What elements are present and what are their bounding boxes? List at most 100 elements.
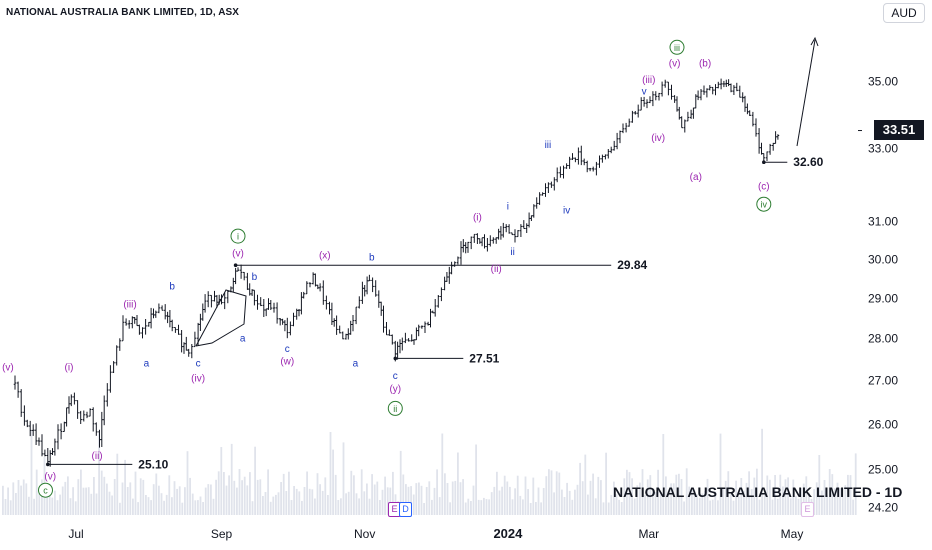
ohlc-bar: [239, 264, 243, 279]
ohlc-bar: [588, 167, 592, 172]
upcoming-earnings-event-icon[interactable]: E: [801, 502, 814, 517]
volume-bar: [545, 476, 548, 515]
volume-bar: [555, 471, 558, 515]
volume-bar: [425, 487, 428, 515]
volume-bar: [181, 502, 184, 515]
ohlc-bar: [166, 311, 169, 324]
ohlc-bar: [738, 85, 742, 98]
wave-label: i: [507, 202, 509, 213]
ohlc-bar: [302, 291, 305, 299]
volume-bar: [756, 468, 758, 515]
wave-label: c: [285, 344, 290, 355]
price-tick-label: 24.20: [868, 501, 898, 515]
ohlc-bar: [283, 320, 287, 332]
ohlc-bar: [754, 118, 758, 137]
volume-bar: [852, 499, 854, 515]
ohlc-bar: [210, 294, 213, 308]
volume-bar: [163, 500, 165, 515]
volume-bar: [568, 490, 571, 515]
volume-bar: [433, 487, 436, 515]
wave-label: iv: [563, 205, 570, 216]
ohlc-bar: [190, 344, 194, 359]
ohlc-bar: [63, 421, 66, 432]
wave-label: iii: [545, 140, 552, 151]
ohlc-bar: [250, 289, 254, 296]
ohlc-bar: [349, 320, 352, 335]
ohlc-bar: [199, 313, 202, 331]
volume-bar: [342, 442, 345, 515]
ohlc-bar: [325, 295, 328, 310]
ohlc-bar: [530, 215, 533, 221]
volume-bar: [69, 498, 72, 515]
wave-label: c: [43, 486, 48, 496]
volume-bar: [592, 473, 594, 515]
ohlc-bar: [727, 79, 730, 87]
volume-bar: [319, 484, 321, 515]
volume-bar: [233, 480, 236, 515]
ohlc-bar: [497, 228, 500, 240]
volume-bar: [20, 485, 22, 515]
ohlc-bar: [262, 299, 266, 317]
ohlc-bar: [40, 434, 44, 457]
currency-button[interactable]: AUD: [883, 3, 925, 23]
volume-bar: [7, 487, 9, 515]
wave-label: iv: [761, 200, 768, 210]
ohlc-bar: [76, 400, 79, 419]
volume-bar: [503, 475, 506, 515]
volume-bar: [155, 473, 158, 515]
volume-bar: [236, 487, 238, 515]
ohlc-bar: [341, 331, 345, 340]
volume-bar: [589, 480, 592, 515]
volume-bar: [688, 486, 691, 515]
volume-bar: [423, 503, 425, 515]
volume-bar: [64, 481, 67, 515]
volume-bar: [527, 489, 529, 515]
ohlc-bar: [385, 322, 388, 336]
volume-bar: [402, 474, 405, 515]
wave-label: (v): [2, 363, 14, 374]
ohlc-bar: [437, 295, 440, 308]
volume-bar: [384, 476, 386, 515]
ohlc-bar: [683, 119, 687, 133]
volume-bar: [514, 488, 516, 515]
ohlc-bar: [499, 226, 503, 240]
volume-bar: [649, 475, 652, 515]
volume-bar: [683, 501, 685, 515]
ohlc-bar: [456, 256, 460, 265]
ohlc-bar: [459, 241, 463, 265]
dividend-event-icon[interactable]: D: [399, 502, 412, 517]
volume-bar: [766, 475, 769, 515]
volume-bar: [80, 469, 82, 515]
ohlc-bar: [717, 81, 720, 89]
volume-bar: [95, 493, 98, 515]
volume-bar: [142, 479, 145, 515]
volume-bar: [558, 472, 561, 515]
ohlc-bar: [100, 411, 104, 447]
ohlc-bar: [248, 283, 251, 296]
ohlc-bar: [361, 281, 364, 304]
volume-bar: [722, 488, 724, 515]
ohlc-bar: [95, 422, 98, 436]
price-tick-label: 30.00: [868, 253, 898, 267]
earnings-event-icon[interactable]: E: [388, 502, 401, 517]
volume-bar: [587, 494, 589, 515]
ohlc-bar: [109, 365, 112, 393]
price-level-anchor: [233, 263, 238, 268]
ohlc-bar: [371, 277, 374, 293]
ohlc-bar: [23, 405, 26, 426]
volume-bar: [680, 479, 683, 515]
volume-bar: [654, 492, 657, 515]
volume-bar: [134, 471, 137, 515]
volume-bar: [646, 479, 649, 515]
volume-bar: [98, 433, 100, 515]
volume-bar: [685, 468, 688, 515]
ohlc-bar: [300, 292, 303, 315]
price-tick-label: 25.00: [868, 463, 898, 477]
ohlc-bar: [297, 309, 301, 317]
volume-bar: [600, 480, 602, 515]
volume-bar: [462, 479, 464, 515]
volume-bar: [613, 481, 615, 515]
volume-bar: [337, 500, 340, 515]
ohlc-bar: [365, 276, 369, 295]
